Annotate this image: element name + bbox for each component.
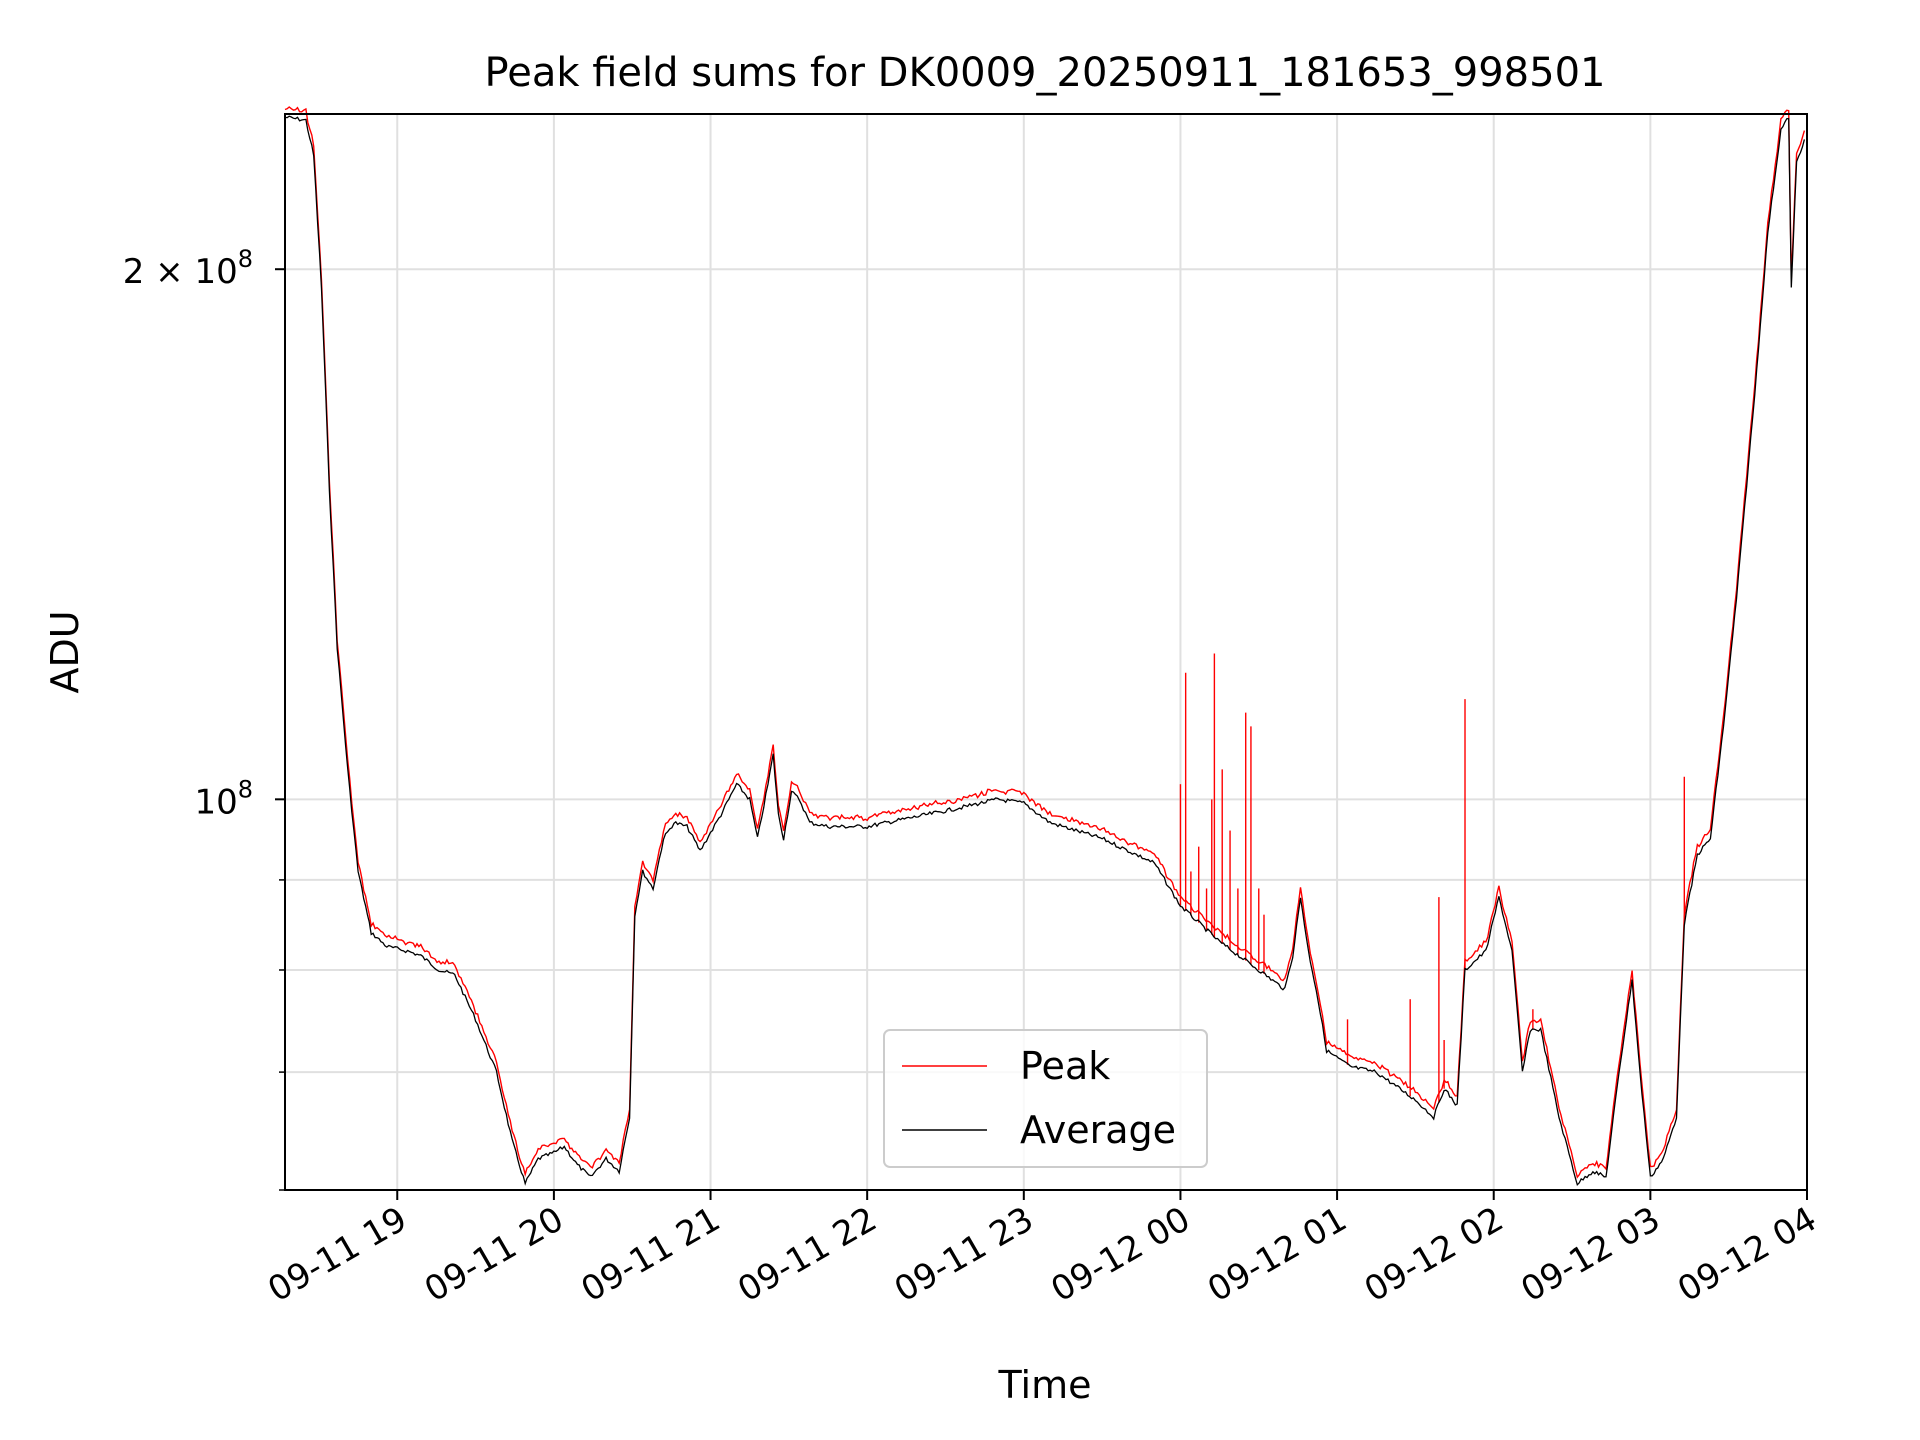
plot-area [284, 106, 1806, 1187]
x-tick-label: 09-11 20 [418, 1199, 570, 1310]
x-tick-label: 09-12 03 [1514, 1199, 1666, 1310]
x-tick-label: 09-12 00 [1045, 1199, 1197, 1310]
legend-frame [883, 1029, 1208, 1168]
grid [285, 114, 1808, 1191]
x-axis: 09-11 19 09-11 20 09-11 21 09-11 22 09-11 23… [261, 1190, 1824, 1310]
x-tick-label: 09-12 02 [1358, 1199, 1510, 1310]
legend: Peak Average [883, 1029, 1208, 1168]
y-tick-label: 2 × 108 [123, 245, 253, 292]
legend-label-peak: Peak [1020, 1044, 1110, 1088]
series-line-peak [284, 106, 1806, 1179]
x-axis-label: Time [998, 1363, 1092, 1407]
legend-label-average: Average [1020, 1108, 1176, 1152]
axes-frame [284, 113, 1808, 1191]
y-axis: 108 2 × 108 [123, 245, 285, 1191]
series-line-average [284, 115, 1806, 1187]
x-tick-label: 09-11 22 [731, 1199, 883, 1310]
x-tick-label: 09-12 01 [1201, 1199, 1353, 1310]
y-tick-label: 108 [194, 775, 253, 822]
x-tick-label: 09-11 21 [575, 1199, 727, 1310]
x-tick-label: 09-12 04 [1671, 1199, 1823, 1310]
chart-title: Peak field sums for DK0009_20250911_1816… [485, 50, 1606, 96]
x-tick-label: 09-11 23 [888, 1199, 1040, 1310]
x-tick-label: 09-11 19 [261, 1199, 413, 1310]
y-axis-label: ADU [43, 610, 87, 693]
